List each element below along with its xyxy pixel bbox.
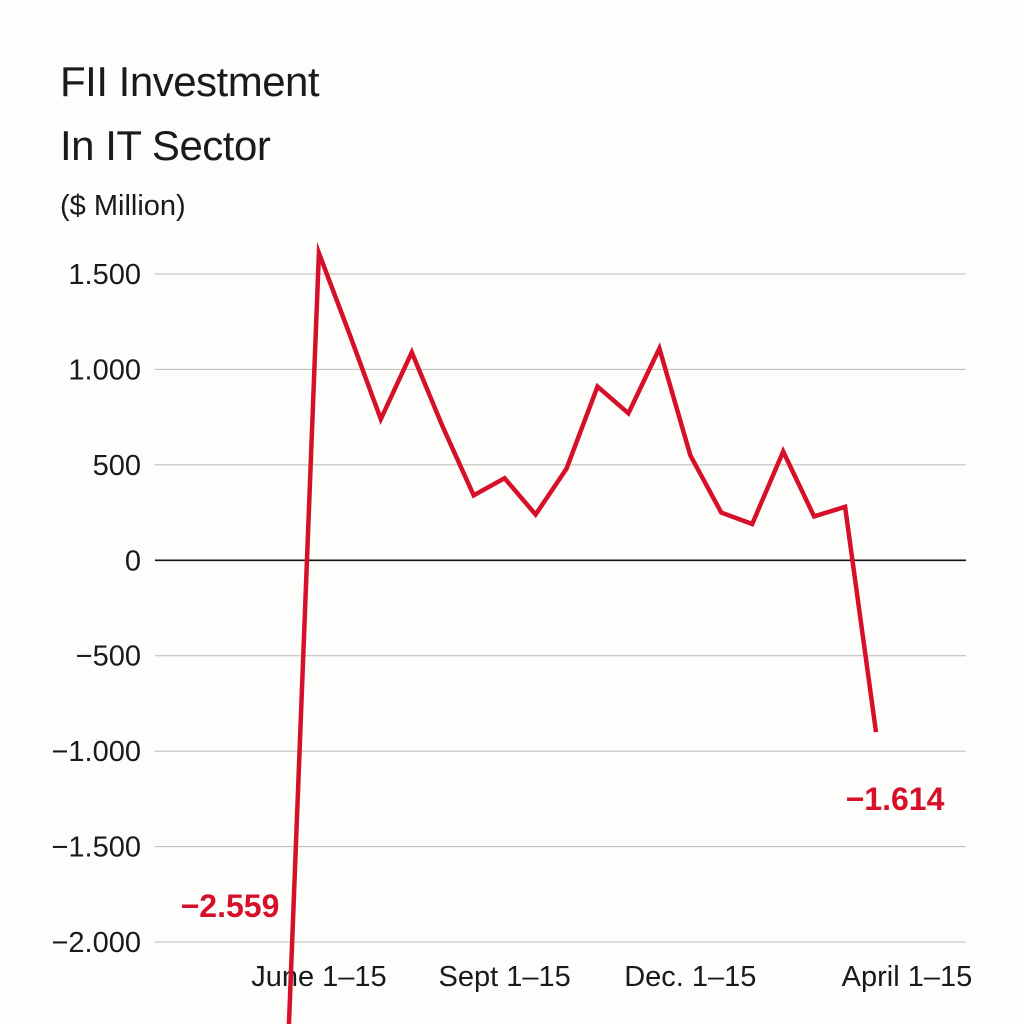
- unit-label: ($ Million): [60, 190, 186, 222]
- x-tick-label: Dec. 1–15: [624, 961, 756, 993]
- data-point: [597, 386, 598, 387]
- data-point: [721, 512, 722, 513]
- data-point: [752, 524, 753, 525]
- data-label: −1.614: [846, 781, 945, 817]
- data-point: [473, 495, 474, 496]
- data-point: [659, 348, 660, 349]
- data-point: [504, 478, 505, 479]
- data-point: [566, 468, 567, 469]
- data-label: −2.559: [181, 888, 280, 924]
- x-tick-label: April 1–15: [842, 961, 973, 993]
- data-point: [535, 514, 536, 515]
- data-point: [411, 352, 412, 353]
- data-point: [876, 732, 877, 733]
- data-point: [318, 253, 319, 254]
- chart-title: FII Investment In IT Sector: [60, 50, 320, 178]
- x-axis-ticks: June 1–15 Sept 1–15 Dec. 1–15 April 1–15: [251, 961, 972, 993]
- data-point: [349, 335, 350, 336]
- chart-title-line-1: FII Investment: [60, 58, 320, 105]
- data-point: [628, 413, 629, 414]
- y-tick-label: −1.500: [51, 832, 141, 864]
- annotations: −2.559 −1.614: [181, 781, 945, 924]
- y-tick-label: 500: [93, 450, 141, 482]
- y-tick-label: −2.000: [51, 927, 141, 959]
- y-tick-label: 0: [125, 545, 141, 577]
- data-point: [380, 419, 381, 420]
- y-tick-label: −1.000: [51, 736, 141, 768]
- y-tick-label: 1.500: [68, 259, 141, 291]
- data-point: [690, 455, 691, 456]
- data-point: [845, 506, 846, 507]
- series-group: [286, 241, 879, 1024]
- series-line: [286, 241, 879, 1024]
- y-tick-label: −500: [76, 641, 141, 673]
- x-tick-label: June 1–15: [251, 961, 386, 993]
- data-point: [783, 451, 784, 452]
- data-point: [814, 516, 815, 517]
- y-axis-ticks: 1.500 1.000 500 0 −500 −1.000 −1.500 −2.000: [51, 259, 141, 959]
- y-tick-label: 1.000: [68, 354, 141, 386]
- gridlines: [155, 273, 966, 943]
- x-tick-label: Sept 1–15: [439, 961, 571, 993]
- data-point: [442, 426, 443, 427]
- chart-title-line-2: In IT Sector: [60, 122, 271, 169]
